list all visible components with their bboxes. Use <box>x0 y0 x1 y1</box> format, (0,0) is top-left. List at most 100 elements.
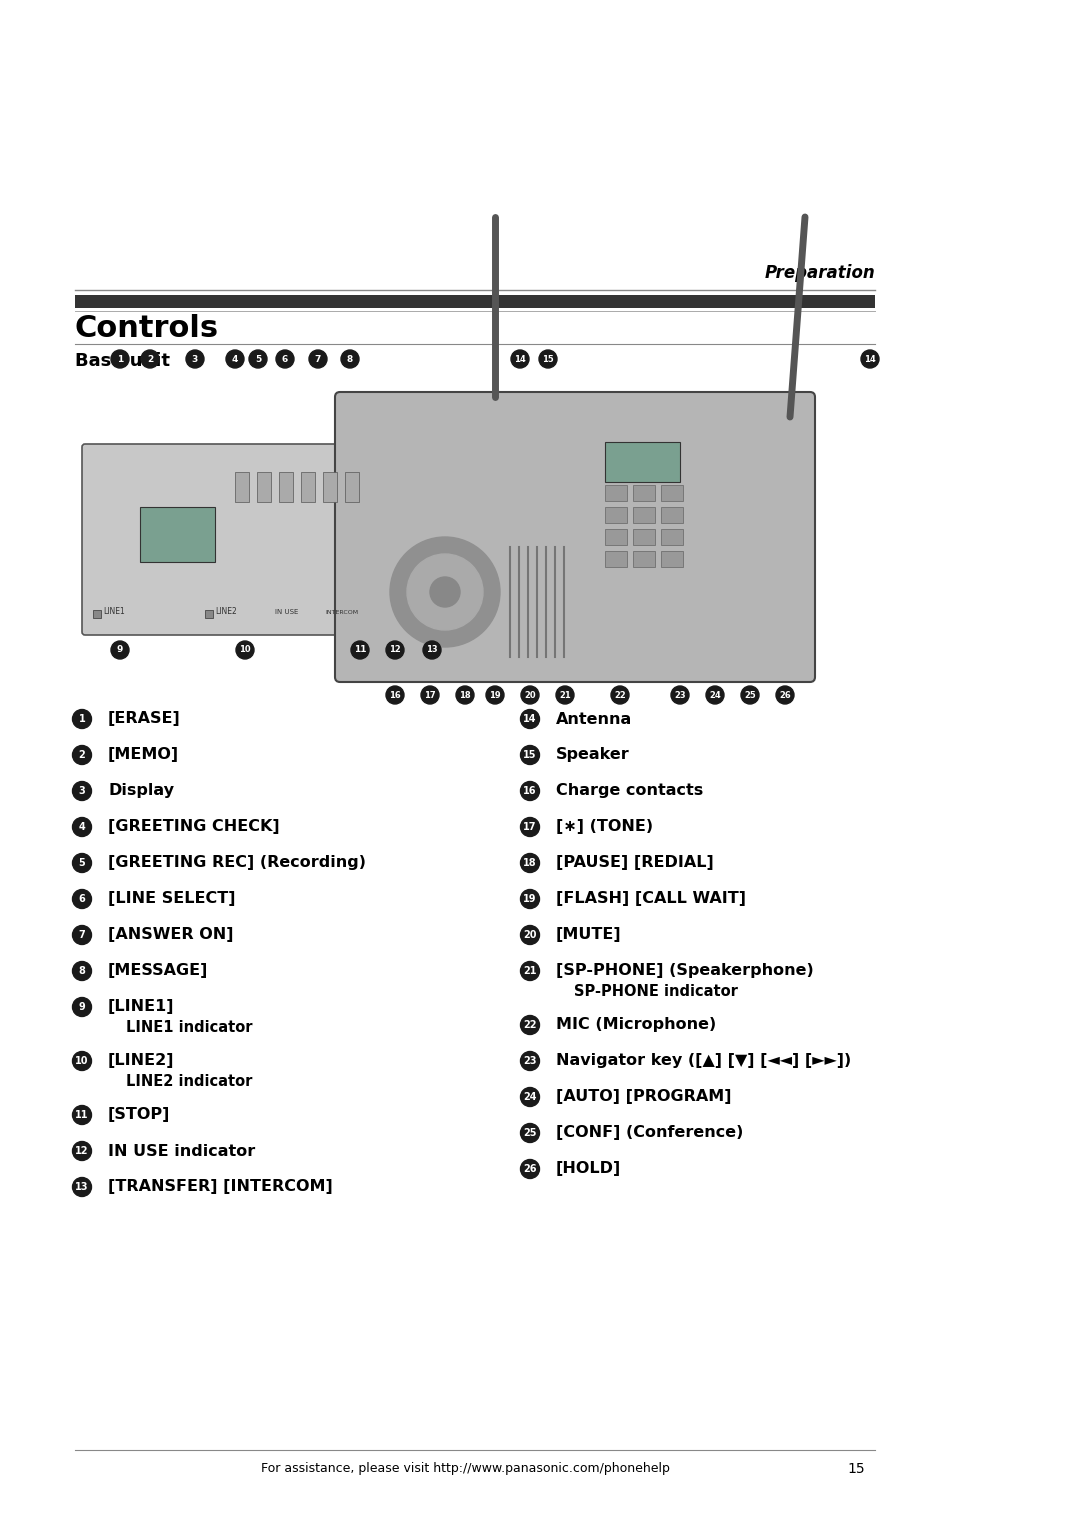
Circle shape <box>72 1178 92 1196</box>
Text: LINE2: LINE2 <box>215 607 237 616</box>
Text: INTERCOM: INTERCOM <box>325 610 359 614</box>
Circle shape <box>556 686 573 704</box>
Text: 22: 22 <box>523 1021 537 1030</box>
Text: Navigator key ([▲] [▼] [◄◄] [►►]): Navigator key ([▲] [▼] [◄◄] [►►]) <box>556 1053 851 1068</box>
Circle shape <box>276 350 294 368</box>
Circle shape <box>186 350 204 368</box>
Text: 5: 5 <box>79 859 85 868</box>
Circle shape <box>521 709 540 729</box>
Bar <box>345 472 359 503</box>
Text: [LINE2]: [LINE2] <box>108 1053 175 1068</box>
Circle shape <box>521 1051 540 1071</box>
Text: 23: 23 <box>523 1056 537 1067</box>
Circle shape <box>309 350 327 368</box>
Text: 15: 15 <box>848 1462 865 1476</box>
Circle shape <box>72 998 92 1016</box>
Text: 4: 4 <box>232 354 239 364</box>
Circle shape <box>237 642 254 659</box>
Text: [TRANSFER] [INTERCOM]: [TRANSFER] [INTERCOM] <box>108 1180 333 1195</box>
Text: 2: 2 <box>79 750 85 759</box>
Text: [PAUSE] [REDIAL]: [PAUSE] [REDIAL] <box>556 856 714 871</box>
Circle shape <box>390 536 500 646</box>
Circle shape <box>521 781 540 801</box>
Text: [GREETING CHECK]: [GREETING CHECK] <box>108 819 280 834</box>
Circle shape <box>249 350 267 368</box>
Text: [GREETING REC] (Recording): [GREETING REC] (Recording) <box>108 856 366 871</box>
FancyBboxPatch shape <box>335 393 815 681</box>
Circle shape <box>72 926 92 944</box>
Text: 7: 7 <box>79 931 85 940</box>
Circle shape <box>861 350 879 368</box>
Circle shape <box>511 350 529 368</box>
Text: Speaker: Speaker <box>556 747 630 762</box>
Text: 10: 10 <box>76 1056 89 1067</box>
Circle shape <box>521 817 540 836</box>
Text: 18: 18 <box>523 859 537 868</box>
Text: 11: 11 <box>354 645 366 654</box>
Text: Antenna: Antenna <box>556 712 632 726</box>
Bar <box>633 484 654 501</box>
Circle shape <box>521 1123 540 1143</box>
Bar <box>257 472 271 503</box>
Circle shape <box>351 642 369 659</box>
Text: [MESSAGE]: [MESSAGE] <box>108 964 208 978</box>
Text: 12: 12 <box>389 645 401 654</box>
Text: 16: 16 <box>389 691 401 700</box>
Text: 26: 26 <box>523 1164 537 1174</box>
Circle shape <box>430 578 460 607</box>
Text: 8: 8 <box>347 354 353 364</box>
Circle shape <box>72 961 92 981</box>
Bar <box>661 552 683 567</box>
Text: MIC (Microphone): MIC (Microphone) <box>556 1018 716 1033</box>
Text: LINE1 indicator: LINE1 indicator <box>126 1019 253 1034</box>
Bar <box>279 472 293 503</box>
Bar <box>633 529 654 545</box>
Circle shape <box>72 817 92 836</box>
Text: 19: 19 <box>523 894 537 905</box>
Text: 23: 23 <box>674 691 686 700</box>
Text: 15: 15 <box>523 750 537 759</box>
Circle shape <box>72 854 92 872</box>
Text: Charge contacts: Charge contacts <box>556 784 703 799</box>
Text: [STOP]: [STOP] <box>108 1108 171 1123</box>
Bar <box>661 529 683 545</box>
Bar <box>605 507 627 523</box>
Text: 21: 21 <box>523 966 537 976</box>
Text: 3: 3 <box>79 785 85 796</box>
Text: 26: 26 <box>779 691 791 700</box>
Text: SP-PHONE indicator: SP-PHONE indicator <box>573 984 738 998</box>
Text: 13: 13 <box>76 1183 89 1192</box>
Text: 8: 8 <box>79 966 85 976</box>
FancyBboxPatch shape <box>82 445 399 636</box>
Text: 16: 16 <box>523 785 537 796</box>
Circle shape <box>72 781 92 801</box>
Text: [SP-PHONE] (Speakerphone): [SP-PHONE] (Speakerphone) <box>556 964 813 978</box>
Bar <box>93 610 102 617</box>
Bar <box>235 472 249 503</box>
Text: IN USE: IN USE <box>275 610 298 614</box>
Circle shape <box>72 889 92 909</box>
Circle shape <box>521 746 540 764</box>
Text: 12: 12 <box>76 1146 89 1157</box>
Text: LINE1: LINE1 <box>103 607 125 616</box>
Circle shape <box>72 1141 92 1160</box>
Circle shape <box>407 555 483 630</box>
Circle shape <box>386 686 404 704</box>
Text: [CONF] (Conference): [CONF] (Conference) <box>556 1126 743 1140</box>
Text: 22: 22 <box>615 691 626 700</box>
Text: 13: 13 <box>427 645 437 654</box>
Circle shape <box>521 889 540 909</box>
Circle shape <box>421 686 438 704</box>
Circle shape <box>777 686 794 704</box>
Text: 24: 24 <box>523 1093 537 1102</box>
Bar <box>605 529 627 545</box>
Text: 14: 14 <box>864 354 876 364</box>
Circle shape <box>423 642 441 659</box>
Text: 14: 14 <box>523 714 537 724</box>
Text: 17: 17 <box>424 691 436 700</box>
Text: LINE2 indicator: LINE2 indicator <box>126 1074 253 1088</box>
Text: For assistance, please visit http://www.panasonic.com/phonehelp: For assistance, please visit http://www.… <box>260 1462 670 1475</box>
Text: IN USE indicator: IN USE indicator <box>108 1143 255 1158</box>
Circle shape <box>341 350 359 368</box>
Text: 18: 18 <box>459 691 471 700</box>
